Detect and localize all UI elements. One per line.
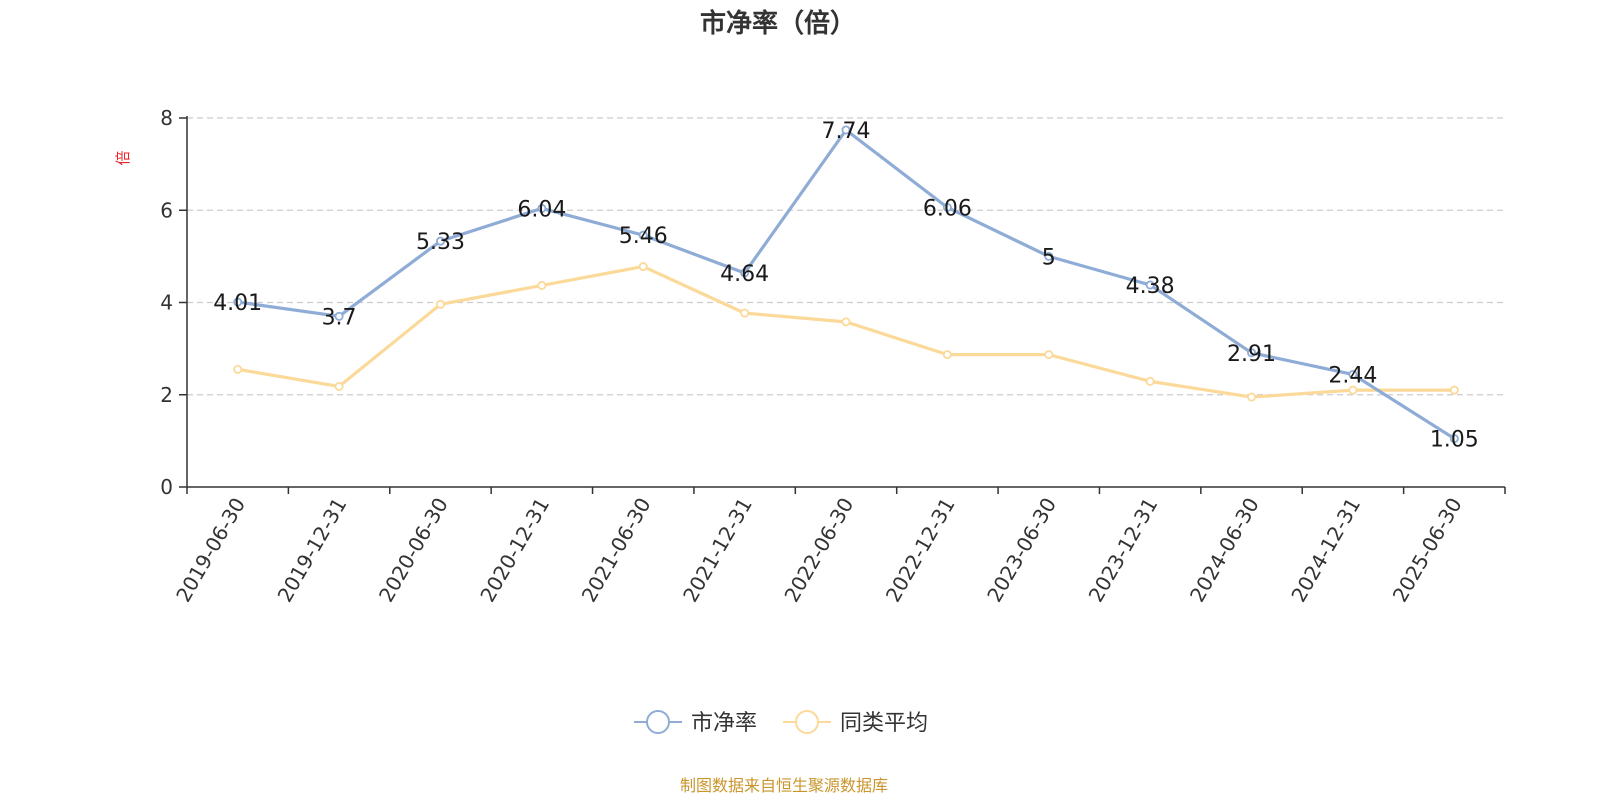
- data-point-0: [1044, 251, 1054, 261]
- chart-title: 市净率（倍）: [700, 8, 856, 39]
- data-labels: 4.01 3.7 5.33 6.04 5.46 4.64 7.74 6.06 5 4.38 2.91…: [213, 119, 1479, 453]
- data-point-0: [435, 236, 445, 246]
- x-tick-label: 2024-06-30: [1185, 494, 1264, 607]
- data-point-0: [233, 297, 243, 307]
- data-point-1: [334, 381, 344, 391]
- data-point-1: [740, 308, 750, 318]
- data-label: 1.05: [1430, 428, 1479, 453]
- data-label: 2.91: [1227, 342, 1276, 367]
- axes: 0 2 4 6 8 2019-06-30 2019-12-31 2020-06-30 2020-…: [160, 106, 1506, 607]
- grid-lines: [187, 117, 1505, 396]
- x-tick-label: 2019-06-30: [171, 494, 250, 607]
- data-point-1: [841, 317, 851, 327]
- data-label: 5.33: [416, 230, 465, 255]
- x-tick-label: 2022-06-30: [779, 494, 858, 607]
- data-point-0: [1247, 348, 1257, 358]
- y-axis-label: 倍: [114, 150, 132, 165]
- x-tick-label: 2022-12-31: [881, 494, 960, 607]
- x-tick-label: 2021-06-30: [577, 494, 656, 607]
- data-source-note: 制图数据来自恒生聚源数据库: [680, 776, 888, 795]
- data-point-1: [638, 262, 648, 272]
- x-tick-label: 2025-06-30: [1388, 494, 1467, 607]
- x-tick-label: 2023-06-30: [982, 494, 1061, 607]
- data-point-0: [1449, 434, 1459, 444]
- data-point-1: [1044, 350, 1054, 360]
- legend[interactable]: 市净率 同类平均: [634, 710, 928, 736]
- data-point-1: [435, 299, 445, 309]
- y-tick-label: 8: [160, 106, 173, 130]
- data-point-0: [638, 230, 648, 240]
- data-label: 4.01: [213, 291, 262, 316]
- y-tick-label: 0: [160, 475, 173, 499]
- data-point-1: [942, 350, 952, 360]
- x-tick-label: 2024-12-31: [1286, 494, 1365, 607]
- x-tick-label: 2023-12-31: [1084, 494, 1163, 607]
- data-point-0: [334, 311, 344, 321]
- data-point-1: [233, 364, 243, 374]
- data-point-1: [1145, 376, 1155, 386]
- data-point-0: [1348, 369, 1358, 379]
- series-line-1: [237, 264, 1455, 399]
- data-label: 5: [1042, 245, 1056, 270]
- y-tick-label: 2: [160, 383, 173, 407]
- data-label: 2.44: [1328, 363, 1377, 388]
- data-point-1: [537, 280, 547, 290]
- x-tick-label: 2020-12-31: [475, 494, 554, 607]
- data-label: 6.06: [923, 196, 972, 221]
- series-line-0: [237, 128, 1456, 440]
- data-point-1: [1348, 385, 1358, 395]
- legend-marker-0: [646, 710, 670, 734]
- data-label: 3.7: [322, 305, 357, 330]
- data-point-1: [1449, 385, 1459, 395]
- legend-label-1: 同类平均: [840, 711, 928, 736]
- x-tick-label: 2021-12-31: [678, 494, 757, 607]
- y-tick-label: 6: [160, 198, 173, 222]
- data-point-0: [537, 203, 547, 213]
- legend-label-0: 市净率: [691, 711, 757, 736]
- y-tick-label: 4: [160, 291, 173, 315]
- data-label: 6.04: [517, 197, 566, 222]
- data-point-0: [1145, 280, 1155, 290]
- legend-marker-1: [795, 710, 819, 734]
- series-lines: [233, 125, 1459, 444]
- data-point-0: [740, 268, 750, 278]
- data-point-0: [841, 125, 851, 135]
- data-label: 5.46: [619, 224, 668, 249]
- data-point-1: [1247, 392, 1257, 402]
- x-tick-label: 2020-06-30: [374, 494, 453, 607]
- x-tick-label: 2019-12-31: [273, 494, 352, 607]
- data-label: 4.64: [720, 262, 769, 287]
- data-label: 7.74: [822, 119, 871, 144]
- data-label: 4.38: [1126, 274, 1175, 299]
- data-point-0: [942, 202, 952, 212]
